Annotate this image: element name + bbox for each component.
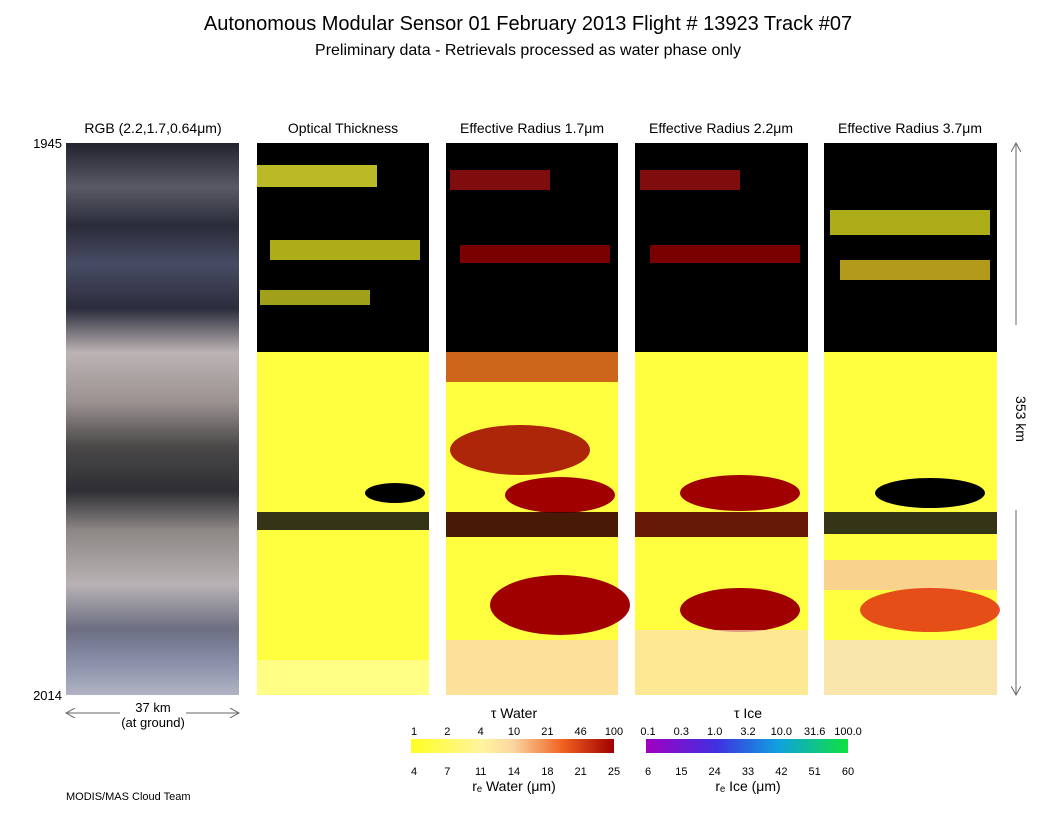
colorbar-tick-label: 6 [645, 766, 651, 778]
colorbar-tick-label: 33 [742, 766, 754, 778]
effective-radius-22-image [635, 143, 808, 695]
colorbar-title: τ Ice [734, 705, 762, 721]
start-time: 1945 [33, 136, 62, 151]
colorbar-tick-label: 10 [508, 726, 520, 738]
colorbar-title: rₑ Ice (μm) [715, 778, 780, 794]
colorbar-tick-label: 4 [478, 726, 484, 738]
colorbar-tick-label: 24 [709, 766, 721, 778]
colorbar-tick-label: 1 [411, 726, 417, 738]
water-colorbar [411, 739, 614, 753]
colorbar-tick-label: 46 [575, 726, 587, 738]
colorbar-tick-label: 42 [775, 766, 787, 778]
colorbar-tick-label: 14 [508, 766, 520, 778]
width-label: 37 km [135, 700, 170, 715]
colorbar-tick-label: 1.0 [707, 726, 722, 738]
effective-radius-17-image [446, 143, 630, 695]
width-note: (at ground) [121, 715, 185, 730]
panel-label: RGB (2.2,1.7,0.64μm) [84, 120, 221, 136]
panel-labels: RGB (2.2,1.7,0.64μm) Optical Thickness E… [84, 120, 982, 136]
colorbar-title: rₑ Water (μm) [472, 778, 556, 794]
effective-radius-37-image [824, 143, 1000, 695]
title: Autonomous Modular Sensor 01 February 20… [204, 13, 852, 35]
length-label: 353 km [1013, 396, 1029, 442]
colorbar-tick-label: 10.0 [771, 726, 792, 738]
optical-thickness-image [257, 143, 429, 695]
colorbar-tick-label: 21 [541, 726, 553, 738]
ice-colorbar [646, 739, 848, 753]
colorbar-tick-label: 0.1 [640, 726, 655, 738]
colorbar-tick-label: 2 [444, 726, 450, 738]
panel-label: Effective Radius 2.2μm [649, 120, 793, 136]
footer: MODIS/MAS Cloud Team [66, 791, 191, 803]
colorbar-tick-label: 25 [608, 766, 620, 778]
rgb-image [66, 143, 239, 695]
colorbar-title: τ Water [491, 705, 538, 721]
subtitle: Preliminary data - Retrievals processed … [315, 42, 741, 59]
colorbar-tick-label: 18 [541, 766, 553, 778]
colorbar-tick-label: 11 [475, 766, 486, 778]
end-time: 2014 [33, 688, 62, 703]
colorbar-tick-label: 0.3 [674, 726, 689, 738]
colorbar-tick-label: 60 [842, 766, 854, 778]
colorbar-tick-label: 21 [575, 766, 587, 778]
colorbar-tick-label: 100 [605, 726, 623, 738]
colorbar-tick-label: 7 [444, 766, 450, 778]
panel-label: Effective Radius 1.7μm [460, 120, 604, 136]
colorbar-tick-label: 15 [675, 766, 687, 778]
colorbar-tick-label: 4 [411, 766, 417, 778]
panel-label: Effective Radius 3.7μm [838, 120, 982, 136]
panel-label: Optical Thickness [288, 120, 398, 136]
colorbar-tick-label: 100.0 [834, 726, 862, 738]
colorbar-tick-label: 3.2 [740, 726, 755, 738]
colorbar-tick-label: 51 [809, 766, 821, 778]
panel-images [66, 143, 1000, 695]
colorbar-tick-label: 31.6 [804, 726, 825, 738]
